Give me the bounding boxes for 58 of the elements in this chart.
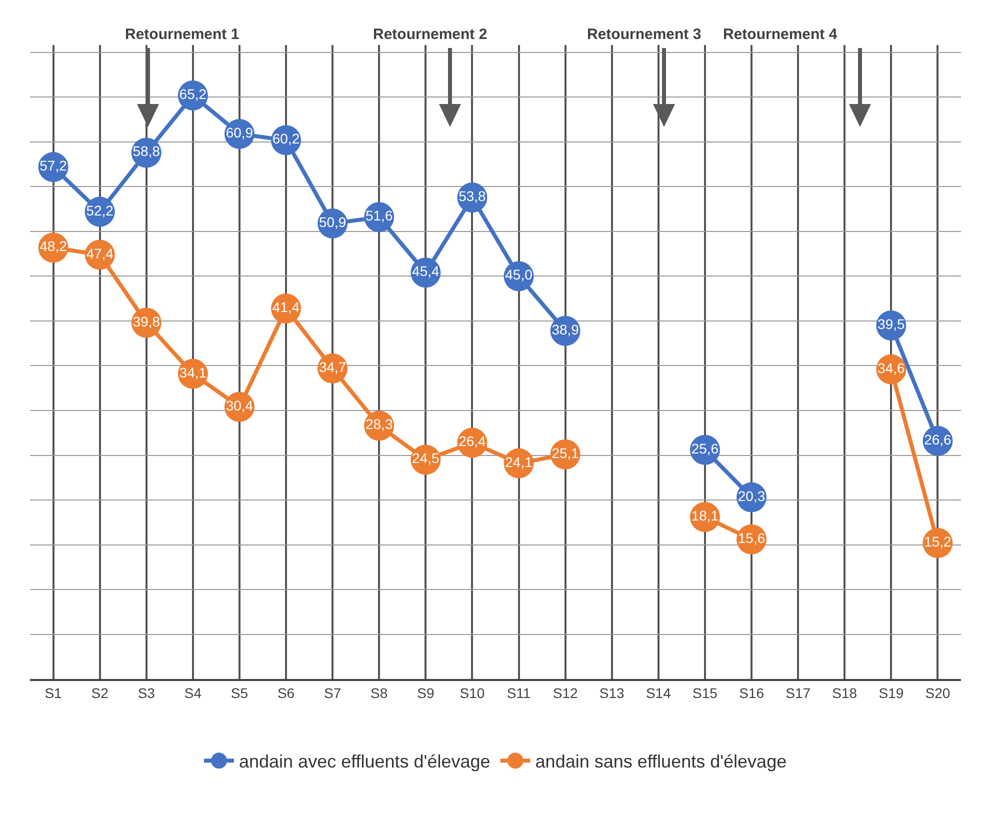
x-tick-label: S12 — [552, 684, 578, 701]
text: Retournement 3 — [587, 26, 702, 43]
text: Retournement 4 — [723, 26, 838, 43]
data-label: 45,4 — [412, 263, 440, 280]
data-label: 26,6 — [924, 431, 952, 448]
x-tick-label: S13 — [599, 684, 625, 701]
data-label: 26,4 — [458, 433, 486, 450]
x-tick-label: S2 — [91, 684, 109, 701]
data-label: 28,3 — [365, 416, 393, 432]
data-label: 15,2 — [924, 533, 952, 550]
x-tick-label: S6 — [277, 684, 295, 701]
data-label: 60,9 — [226, 124, 254, 140]
x-tick-label: S4 — [184, 684, 202, 701]
data-label: 39,8 — [132, 313, 160, 330]
data-label: 57,2 — [40, 158, 68, 174]
x-tick-label: S20 — [925, 684, 950, 701]
legend-label: andain sans effluents d'élevage — [535, 752, 787, 772]
data-label: 30,4 — [226, 397, 254, 414]
data-label: 50,9 — [318, 214, 346, 230]
data-label: 47,4 — [86, 245, 114, 262]
data-label: 60,2 — [272, 130, 300, 147]
data-label: 24,1 — [505, 454, 533, 470]
x-tick-label: S16 — [739, 684, 764, 701]
x-tick-label: S11 — [506, 684, 531, 701]
data-label: 34,6 — [878, 360, 906, 376]
x-tick-label: S7 — [324, 684, 342, 701]
x-tick-label: S8 — [370, 684, 388, 701]
data-label: 20,3 — [738, 488, 766, 504]
text: Retournement 2 — [373, 26, 488, 43]
data-label: 53,8 — [458, 188, 486, 204]
data-label: 18,1 — [691, 508, 719, 524]
data-label: 39,5 — [878, 316, 906, 332]
data-label: 45,0 — [505, 266, 533, 283]
data-label: 25,1 — [552, 444, 580, 461]
legend-label: andain avec effluents d'élevage — [239, 752, 490, 772]
x-tick-label: S9 — [417, 684, 434, 701]
x-tick-label: S18 — [832, 684, 858, 701]
data-label: 51,6 — [365, 208, 393, 224]
data-label: 48,2 — [40, 238, 68, 254]
x-tick-label: S10 — [460, 684, 485, 701]
data-label: 15,6 — [738, 530, 766, 546]
data-label: 52,2 — [86, 202, 114, 218]
x-tick-label: S3 — [138, 684, 156, 701]
data-label: 65,2 — [179, 86, 207, 102]
data-label: 34,1 — [179, 364, 207, 380]
data-label: 34,7 — [318, 358, 346, 375]
data-label: 41,4 — [272, 298, 300, 315]
x-tick-label: S5 — [230, 684, 248, 701]
data-label: 24,5 — [412, 450, 440, 466]
x-tick-label: S19 — [878, 684, 904, 701]
x-tick-label: S1 — [44, 684, 62, 701]
x-tick-label: S17 — [786, 684, 811, 701]
data-label: 38,9 — [552, 321, 580, 338]
data-label: 58,8 — [132, 143, 160, 160]
x-tick-label: S14 — [646, 684, 672, 701]
data-label: 25,6 — [691, 440, 719, 456]
text: Retournement 1 — [125, 26, 240, 43]
x-tick-label: S15 — [692, 684, 718, 701]
